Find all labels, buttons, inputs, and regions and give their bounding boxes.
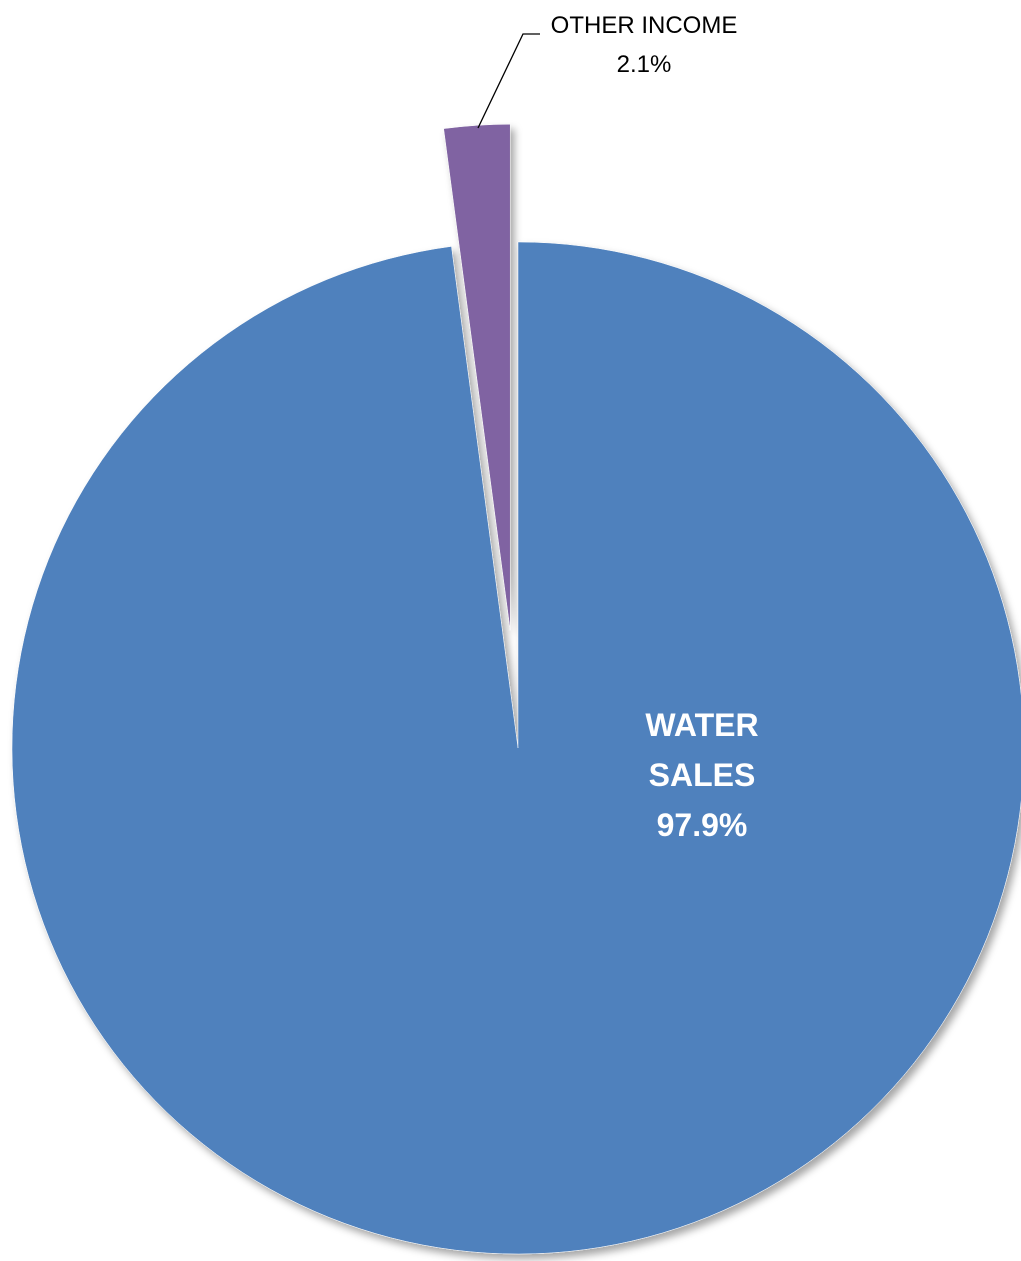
water-sales-percent-label: 97.9%: [657, 807, 748, 843]
other-income-leader-line: [477, 33, 540, 129]
pie-slice-water-sales: [11, 241, 1021, 1255]
pie-slice-other-income: [443, 124, 511, 631]
other-income-percent-label: 2.1%: [617, 51, 672, 78]
water-sales-data-label: WATER SALES 97.9%: [645, 707, 758, 843]
other-income-data-label: OTHER INCOME 2.1%: [551, 12, 738, 78]
water-sales-label-line1: WATER: [645, 707, 758, 743]
other-income-label-text: OTHER INCOME: [551, 12, 738, 39]
pie-slices: [11, 124, 1021, 1255]
water-sales-label-line2: SALES: [649, 757, 756, 793]
